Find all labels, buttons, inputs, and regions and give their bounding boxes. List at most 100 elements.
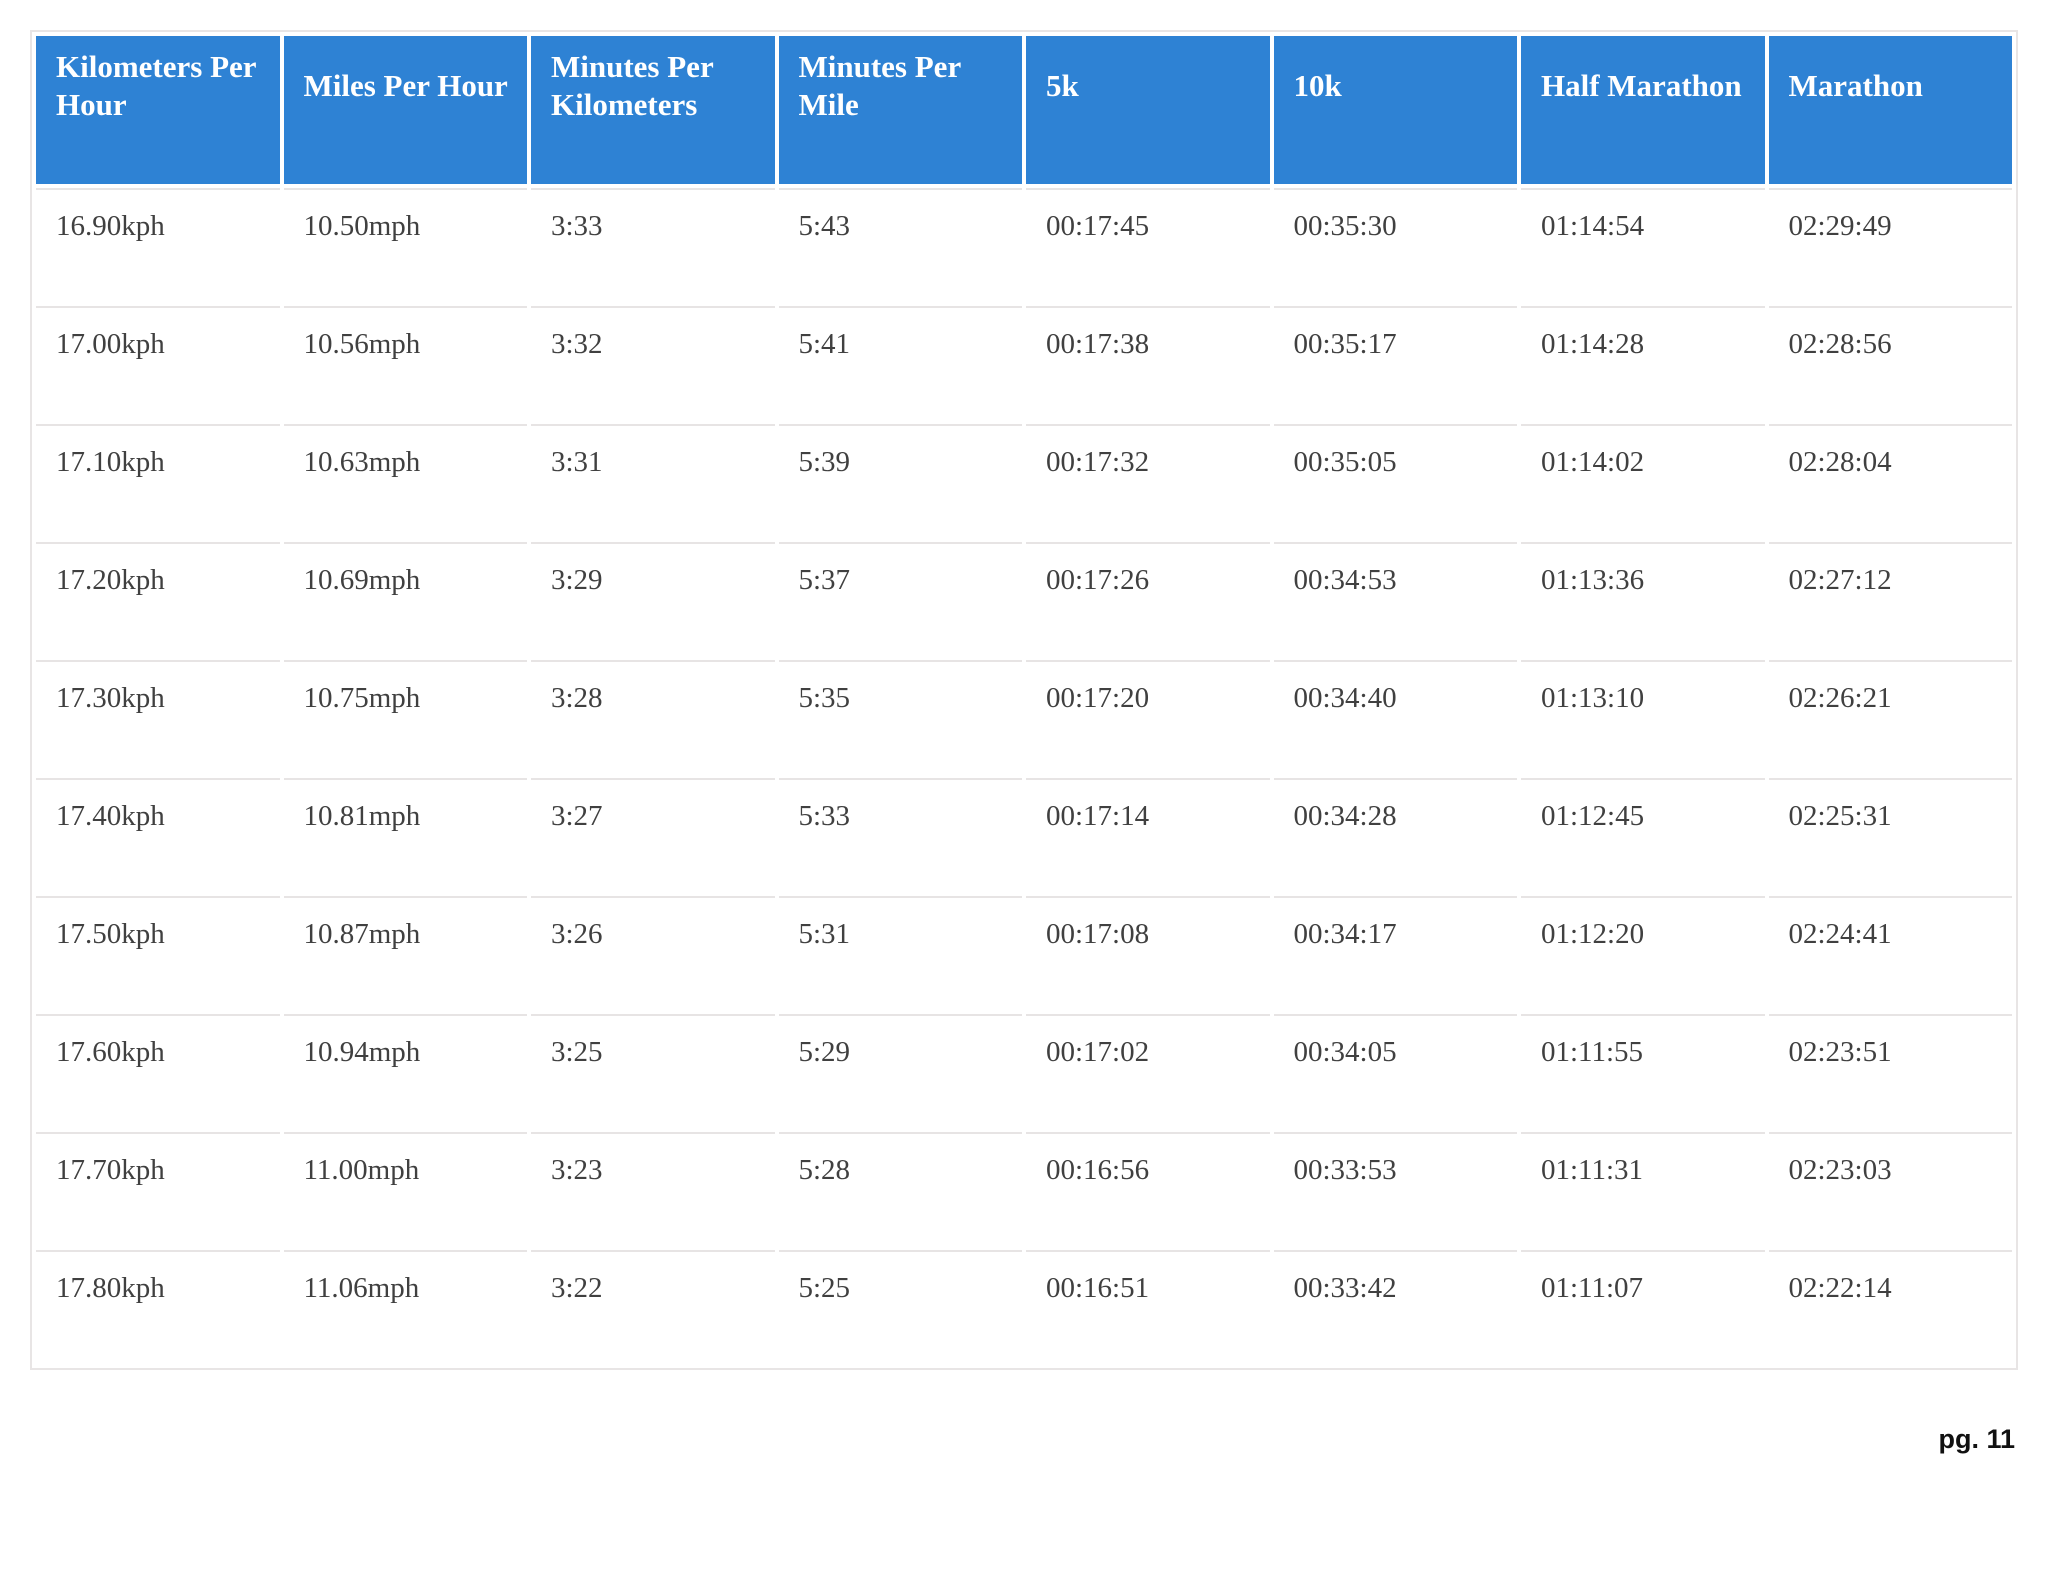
- cell-half-marathon: 01:11:31: [1521, 1132, 1765, 1246]
- cell-marathon: 02:28:04: [1768, 424, 2012, 538]
- cell-marathon: 02:23:51: [1768, 1014, 2012, 1128]
- cell-marathon: 02:26:21: [1768, 660, 2012, 774]
- cell-miles-per-hour: 10.63mph: [283, 424, 527, 538]
- cell-minutes-per-kilometers: 3:23: [531, 1132, 775, 1246]
- cell-10k: 00:35:17: [1273, 306, 1517, 420]
- cell-minutes-per-kilometers: 3:31: [531, 424, 775, 538]
- cell-kilometers-per-hour: 16.90kph: [36, 188, 280, 302]
- cell-5k: 00:16:56: [1026, 1132, 1270, 1246]
- cell-minutes-per-mile: 5:33: [778, 778, 1022, 892]
- table-row: 17.50kph 10.87mph 3:26 5:31 00:17:08 00:34:17…: [36, 896, 2012, 1010]
- cell-kilometers-per-hour: 17.20kph: [36, 542, 280, 656]
- cell-minutes-per-kilometers: 3:29: [531, 542, 775, 656]
- cell-5k: 00:17:26: [1026, 542, 1270, 656]
- cell-10k: 00:35:30: [1273, 188, 1517, 302]
- column-header-miles-per-hour: Miles Per Hour: [283, 36, 527, 184]
- table-row: 16.90kph 10.50mph 3:33 5:43 00:17:45 00:35:30…: [36, 188, 2012, 302]
- table-row: Kilometers Per Hour Miles Per Hour Minutes…: [36, 36, 2012, 184]
- cell-minutes-per-kilometers: 3:33: [531, 188, 775, 302]
- cell-10k: 00:33:42: [1273, 1250, 1517, 1364]
- cell-half-marathon: 01:14:54: [1521, 188, 1765, 302]
- cell-minutes-per-mile: 5:43: [778, 188, 1022, 302]
- cell-kilometers-per-hour: 17.70kph: [36, 1132, 280, 1246]
- cell-minutes-per-mile: 5:37: [778, 542, 1022, 656]
- table-header-row: Kilometers Per Hour Miles Per Hour Minutes…: [36, 36, 2012, 184]
- cell-marathon: 02:28:56: [1768, 306, 2012, 420]
- cell-10k: 00:34:53: [1273, 542, 1517, 656]
- cell-minutes-per-kilometers: 3:25: [531, 1014, 775, 1128]
- cell-miles-per-hour: 11.00mph: [283, 1132, 527, 1246]
- cell-minutes-per-mile: 5:31: [778, 896, 1022, 1010]
- cell-kilometers-per-hour: 17.30kph: [36, 660, 280, 774]
- cell-miles-per-hour: 10.50mph: [283, 188, 527, 302]
- cell-minutes-per-mile: 5:39: [778, 424, 1022, 538]
- cell-5k: 00:16:51: [1026, 1250, 1270, 1364]
- column-header-half-marathon: Half Marathon: [1521, 36, 1765, 184]
- cell-5k: 00:17:32: [1026, 424, 1270, 538]
- cell-half-marathon: 01:14:28: [1521, 306, 1765, 420]
- column-header-10k: 10k: [1273, 36, 1517, 184]
- cell-half-marathon: 01:11:55: [1521, 1014, 1765, 1128]
- cell-10k: 00:34:40: [1273, 660, 1517, 774]
- cell-10k: 00:34:28: [1273, 778, 1517, 892]
- column-header-kilometers-per-hour: Kilometers Per Hour: [36, 36, 280, 184]
- cell-kilometers-per-hour: 17.10kph: [36, 424, 280, 538]
- cell-kilometers-per-hour: 17.80kph: [36, 1250, 280, 1364]
- cell-miles-per-hour: 10.87mph: [283, 896, 527, 1010]
- cell-half-marathon: 01:12:45: [1521, 778, 1765, 892]
- cell-miles-per-hour: 11.06mph: [283, 1250, 527, 1364]
- cell-10k: 00:34:17: [1273, 896, 1517, 1010]
- cell-marathon: 02:27:12: [1768, 542, 2012, 656]
- cell-marathon: 02:24:41: [1768, 896, 2012, 1010]
- table-row: 17.20kph 10.69mph 3:29 5:37 00:17:26 00:34:53…: [36, 542, 2012, 656]
- cell-minutes-per-kilometers: 3:32: [531, 306, 775, 420]
- cell-miles-per-hour: 10.69mph: [283, 542, 527, 656]
- cell-minutes-per-kilometers: 3:22: [531, 1250, 775, 1364]
- cell-minutes-per-mile: 5:35: [778, 660, 1022, 774]
- cell-kilometers-per-hour: 17.60kph: [36, 1014, 280, 1128]
- table-row: 17.30kph 10.75mph 3:28 5:35 00:17:20 00:34:40…: [36, 660, 2012, 774]
- cell-5k: 00:17:20: [1026, 660, 1270, 774]
- cell-marathon: 02:23:03: [1768, 1132, 2012, 1246]
- table-row: 17.80kph 11.06mph 3:22 5:25 00:16:51 00:33:42…: [36, 1250, 2012, 1364]
- cell-miles-per-hour: 10.56mph: [283, 306, 527, 420]
- cell-marathon: 02:29:49: [1768, 188, 2012, 302]
- cell-5k: 00:17:08: [1026, 896, 1270, 1010]
- column-header-minutes-per-mile: Minutes Per Mile: [778, 36, 1022, 184]
- cell-marathon: 02:22:14: [1768, 1250, 2012, 1364]
- cell-5k: 00:17:14: [1026, 778, 1270, 892]
- cell-10k: 00:33:53: [1273, 1132, 1517, 1246]
- cell-minutes-per-mile: 5:41: [778, 306, 1022, 420]
- page-number: pg. 11: [1938, 1424, 2015, 1454]
- cell-miles-per-hour: 10.81mph: [283, 778, 527, 892]
- cell-marathon: 02:25:31: [1768, 778, 2012, 892]
- cell-kilometers-per-hour: 17.40kph: [36, 778, 280, 892]
- cell-minutes-per-mile: 5:29: [778, 1014, 1022, 1128]
- cell-half-marathon: 01:13:10: [1521, 660, 1765, 774]
- cell-half-marathon: 01:13:36: [1521, 542, 1765, 656]
- table-row: 17.70kph 11.00mph 3:23 5:28 00:16:56 00:33:53…: [36, 1132, 2012, 1246]
- table-row: 17.10kph 10.63mph 3:31 5:39 00:17:32 00:35:05…: [36, 424, 2012, 538]
- cell-minutes-per-kilometers: 3:27: [531, 778, 775, 892]
- column-header-marathon: Marathon: [1768, 36, 2012, 184]
- table-row: 17.00kph 10.56mph 3:32 5:41 00:17:38 00:35:17…: [36, 306, 2012, 420]
- cell-half-marathon: 01:11:07: [1521, 1250, 1765, 1364]
- cell-miles-per-hour: 10.75mph: [283, 660, 527, 774]
- cell-minutes-per-mile: 5:25: [778, 1250, 1022, 1364]
- cell-kilometers-per-hour: 17.00kph: [36, 306, 280, 420]
- column-header-minutes-per-kilometers: Minutes Per Kilometers: [531, 36, 775, 184]
- cell-minutes-per-kilometers: 3:26: [531, 896, 775, 1010]
- cell-miles-per-hour: 10.94mph: [283, 1014, 527, 1128]
- table-row: 17.60kph 10.94mph 3:25 5:29 00:17:02 00:34:05…: [36, 1014, 2012, 1128]
- cell-minutes-per-mile: 5:28: [778, 1132, 1022, 1246]
- cell-10k: 00:35:05: [1273, 424, 1517, 538]
- cell-half-marathon: 01:12:20: [1521, 896, 1765, 1010]
- table-body: 16.90kph 10.50mph 3:33 5:43 00:17:45 00:35:30…: [36, 188, 2012, 1364]
- cell-10k: 00:34:05: [1273, 1014, 1517, 1128]
- cell-half-marathon: 01:14:02: [1521, 424, 1765, 538]
- table-row: 17.40kph 10.81mph 3:27 5:33 00:17:14 00:34:28…: [36, 778, 2012, 892]
- cell-minutes-per-kilometers: 3:28: [531, 660, 775, 774]
- column-header-5k: 5k: [1026, 36, 1270, 184]
- cell-5k: 00:17:38: [1026, 306, 1270, 420]
